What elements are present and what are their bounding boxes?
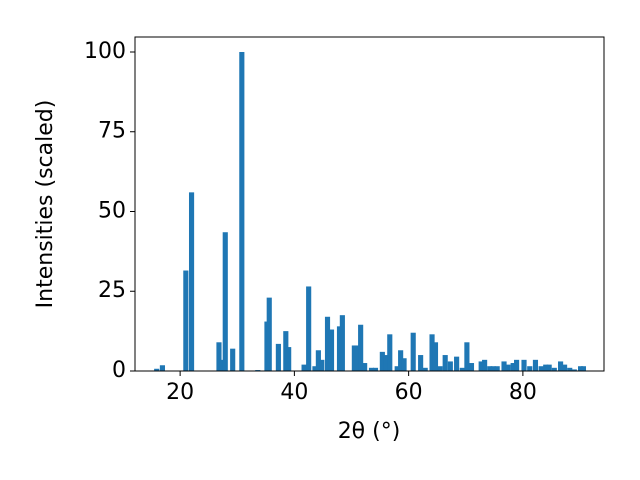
- bar: [230, 348, 236, 371]
- bar: [283, 331, 289, 371]
- bar: [339, 315, 345, 371]
- bar: [222, 232, 228, 371]
- bar: [188, 192, 195, 371]
- bar: [387, 334, 393, 371]
- bar: [319, 359, 325, 371]
- bar: [546, 364, 552, 371]
- bar: [301, 364, 307, 371]
- bar: [490, 366, 496, 371]
- bar: [312, 366, 318, 371]
- bar: [562, 364, 568, 371]
- bar: [482, 359, 488, 371]
- bar: [239, 51, 245, 371]
- bar: [372, 367, 379, 371]
- bar: [543, 364, 549, 371]
- bar: [159, 365, 165, 371]
- bar: [487, 366, 493, 371]
- x-axis-label: 2θ (°): [338, 419, 401, 444]
- bar: [580, 366, 587, 371]
- bar: [306, 286, 312, 371]
- bar: [336, 326, 343, 371]
- bar: [362, 363, 368, 371]
- bar: [447, 361, 453, 371]
- bar: [571, 369, 577, 371]
- x-tick-label: 60: [395, 380, 423, 405]
- bar: [578, 366, 584, 371]
- bar: [478, 361, 484, 371]
- bar: [429, 334, 435, 371]
- bar: [368, 367, 375, 371]
- x-tick-label: 20: [166, 380, 194, 405]
- bar: [494, 366, 500, 371]
- bar: [437, 366, 443, 371]
- bar: [394, 366, 400, 371]
- bar: [401, 358, 407, 371]
- bar: [454, 356, 460, 371]
- bar: [521, 359, 527, 371]
- y-axis-label: Intensities (scaled): [33, 100, 58, 309]
- bar: [468, 363, 475, 371]
- bar: [510, 363, 516, 371]
- bar: [324, 316, 331, 371]
- y-tick-label: 75: [98, 119, 126, 144]
- bar: [183, 270, 189, 371]
- bar: [442, 355, 448, 371]
- y-tick-label: 25: [98, 278, 126, 303]
- bar: [266, 297, 272, 371]
- bar: [459, 367, 465, 371]
- bar: [358, 324, 364, 371]
- bar: [315, 350, 321, 371]
- x-tick-label: 40: [280, 380, 308, 405]
- bar: [418, 355, 424, 371]
- bar: [527, 366, 533, 371]
- bar: [538, 366, 544, 371]
- bar: [410, 332, 416, 371]
- y-tick-label: 100: [84, 39, 126, 64]
- bar: [422, 367, 428, 371]
- bar: [354, 345, 360, 371]
- bar: [383, 355, 389, 371]
- bar: [464, 342, 470, 371]
- x-tick-label: 80: [509, 380, 537, 405]
- y-tick-label: 50: [98, 198, 126, 223]
- bar: [328, 329, 335, 371]
- bar: [567, 367, 573, 371]
- bar: [219, 359, 225, 371]
- bar: [501, 361, 507, 371]
- bar: [514, 359, 520, 371]
- bar: [505, 364, 511, 371]
- y-tick-label: 0: [112, 358, 126, 383]
- bar: [154, 368, 160, 371]
- bar: [432, 342, 439, 371]
- bar: [286, 347, 292, 371]
- bar: [275, 343, 281, 371]
- bar: [532, 359, 539, 371]
- bar: [216, 342, 222, 371]
- bar: [398, 350, 404, 371]
- bar: [379, 351, 385, 371]
- bar: [558, 361, 564, 371]
- bar: [551, 367, 557, 371]
- plot-frame: [134, 36, 605, 372]
